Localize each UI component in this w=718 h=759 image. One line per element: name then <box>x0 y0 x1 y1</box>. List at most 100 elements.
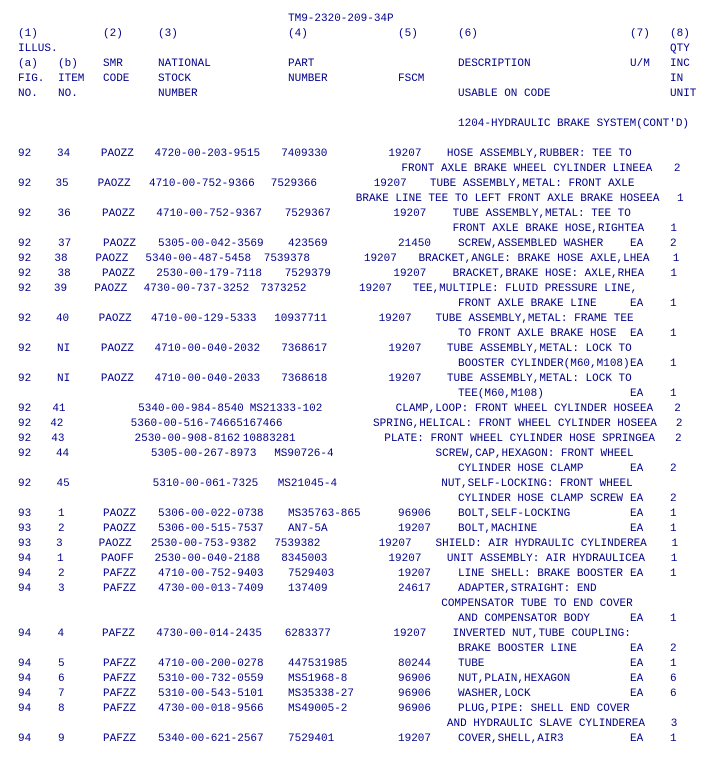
table-row-c6 <box>398 492 458 507</box>
table-row-c5: 7529403 <box>288 567 398 582</box>
table-row-c8: EA <box>630 327 670 342</box>
table-row-c4: 4710-00-200-0278 <box>158 657 288 672</box>
table-row-c3 <box>100 597 153 612</box>
table-row-c3 <box>86 417 130 432</box>
table-row-c6 <box>344 402 396 417</box>
table-row-c1: 92 <box>18 432 51 447</box>
table-row-c2: 6 <box>58 672 103 687</box>
table-row-c6 <box>325 417 373 432</box>
table-row-c3: PAOZZ <box>101 372 155 387</box>
table-row-c5: 7529401 <box>288 732 398 747</box>
table-row-c8: EA <box>631 222 671 237</box>
table-row: 944PAFZZ4730-00-014-2435628337719207INVE… <box>18 627 700 642</box>
table-row-c7: CLAMP,LOOP: FRONT WHEEL CYLINDER HOSE <box>396 402 640 417</box>
table-row-c1: 92 <box>18 267 58 282</box>
table-row-c2: 1 <box>57 552 101 567</box>
header-r3: (a)(b)SMRNATIONALPARTDESCRIPTIONU/MINC <box>18 57 700 72</box>
header-r3-c4: NATIONAL <box>158 57 288 72</box>
table-row-c8: EA <box>630 612 670 627</box>
table-row-c1: 94 <box>18 657 58 672</box>
table-row-c5 <box>288 612 398 627</box>
table-row-c4 <box>158 297 288 312</box>
table-row-c5: MS49005-2 <box>288 702 398 717</box>
table-row-c2 <box>58 357 103 372</box>
table-row-c9: 2 <box>674 162 700 177</box>
table-row: 946PAFZZ5310-00-732-0559MS51968-896906NU… <box>18 672 700 687</box>
table-row-c5: 8345003 <box>281 552 388 567</box>
table-row-c9 <box>672 177 700 192</box>
header-r5-c8 <box>630 87 670 102</box>
table-row: 943PAFZZ4730-00-013-740913740924617ADAPT… <box>18 582 700 597</box>
table-row-c3 <box>103 327 158 342</box>
table-row-c7: PLUG,PIPE: SHELL END COVER <box>458 702 630 717</box>
table-row-c5: 10937711 <box>274 312 378 327</box>
table-row-c7: BRACKET,BRAKE HOSE: AXLE,RH <box>453 267 631 282</box>
table-row-c2: 42 <box>50 417 86 432</box>
table-row-c8 <box>634 312 672 327</box>
table-row-c1: 94 <box>18 732 58 747</box>
table-row-c4: 5340-00-487-5458 <box>145 252 263 267</box>
table-row-c6: 19207 <box>393 627 452 642</box>
header-r3-c1: (a) <box>18 57 58 72</box>
table-row-c6: 19207 <box>398 732 458 747</box>
table-row: 949PAFZZ5340-00-621-2567752940119207COVE… <box>18 732 700 747</box>
section-heading: 1204-HYDRAULIC BRAKE SYSTEM(CONT'D) <box>458 117 700 132</box>
table-row-c9: 1 <box>673 252 700 267</box>
table-row: 92NIPAOZZ4710-00-040-2032736861719207TUB… <box>18 342 700 357</box>
table-row: 947PAFZZ5310-00-543-5101MS35338-2796906W… <box>18 687 700 702</box>
table-row-c2: 3 <box>56 537 99 552</box>
table-row-c5: 7529366 <box>271 177 374 192</box>
header-r5-c6 <box>398 87 458 102</box>
table-row-c7: ADAPTER,STRAIGHT: END <box>458 582 630 597</box>
table-row-c6 <box>349 162 401 177</box>
header-r5-c4: NUMBER <box>158 87 288 102</box>
table-row-c2: 8 <box>58 702 103 717</box>
table-row-c3 <box>103 492 158 507</box>
table-row-c1: 92 <box>18 147 57 162</box>
table-row-c6 <box>393 222 452 237</box>
table-row-c1: 92 <box>18 312 56 327</box>
table-row-c1 <box>18 297 58 312</box>
table-row-c9: 6 <box>670 687 700 702</box>
table-row-c4 <box>153 597 278 612</box>
table-row-c8: EA <box>630 732 670 747</box>
table-row-c3: PAOFF <box>101 552 155 567</box>
table-row-c6: 96906 <box>398 507 458 522</box>
table-row-c4: 5340-00-621-2567 <box>158 732 288 747</box>
table-row-c7: CYLINDER HOSE CLAMP <box>458 462 630 477</box>
table-row-c8: EA <box>632 552 671 567</box>
table-row-c1: 92 <box>18 207 58 222</box>
table-row-c2: 45 <box>56 477 99 492</box>
table-row-c7: CYLINDER HOSE CLAMP SCREW <box>458 492 630 507</box>
header-r4-c1: FIG. <box>18 72 58 87</box>
table-row-c7: NUT,SELF-LOCKING: FRONT WHEEL <box>441 477 632 492</box>
table-row-c4: 4710-00-752-9366 <box>149 177 271 192</box>
table-row-c2: 40 <box>56 312 99 327</box>
table-row-c8: EA <box>630 387 670 402</box>
table-row-c3: PAOZZ <box>103 237 158 252</box>
table-row-c9: 1 <box>670 357 700 372</box>
table-row-c3: PAOZZ <box>102 207 156 222</box>
table-row-c9 <box>671 597 700 612</box>
table-row-c8 <box>632 372 671 387</box>
table-row-c3: PAFZZ <box>103 687 158 702</box>
table-row-c8: EA <box>646 192 677 207</box>
table-row-c3 <box>99 447 151 462</box>
table-row-c1: 94 <box>18 627 58 642</box>
table-row-c6 <box>398 462 458 477</box>
table-row-c3: PAOZZ <box>102 267 156 282</box>
table-row-c2 <box>58 327 103 342</box>
table-row-c1: 94 <box>18 702 58 717</box>
table-row-c8 <box>633 477 671 492</box>
table-row-c1 <box>18 462 58 477</box>
table-row-c2: 41 <box>52 402 91 417</box>
table-row-c1 <box>18 597 56 612</box>
table-row-c6 <box>398 297 458 312</box>
table-row: TEE(M60,M108)EA1 <box>18 387 700 402</box>
table-row-c1: 92 <box>18 447 56 462</box>
table-row-c1: 92 <box>18 252 54 267</box>
table-row: 932PAOZZ5306-00-515-7537AN7-5A19207BOLT,… <box>18 522 700 537</box>
table-row-c6 <box>379 447 436 462</box>
table-row-c7: LINE SHELL: BRAKE BOOSTER <box>458 567 630 582</box>
table-row-c1 <box>18 357 58 372</box>
